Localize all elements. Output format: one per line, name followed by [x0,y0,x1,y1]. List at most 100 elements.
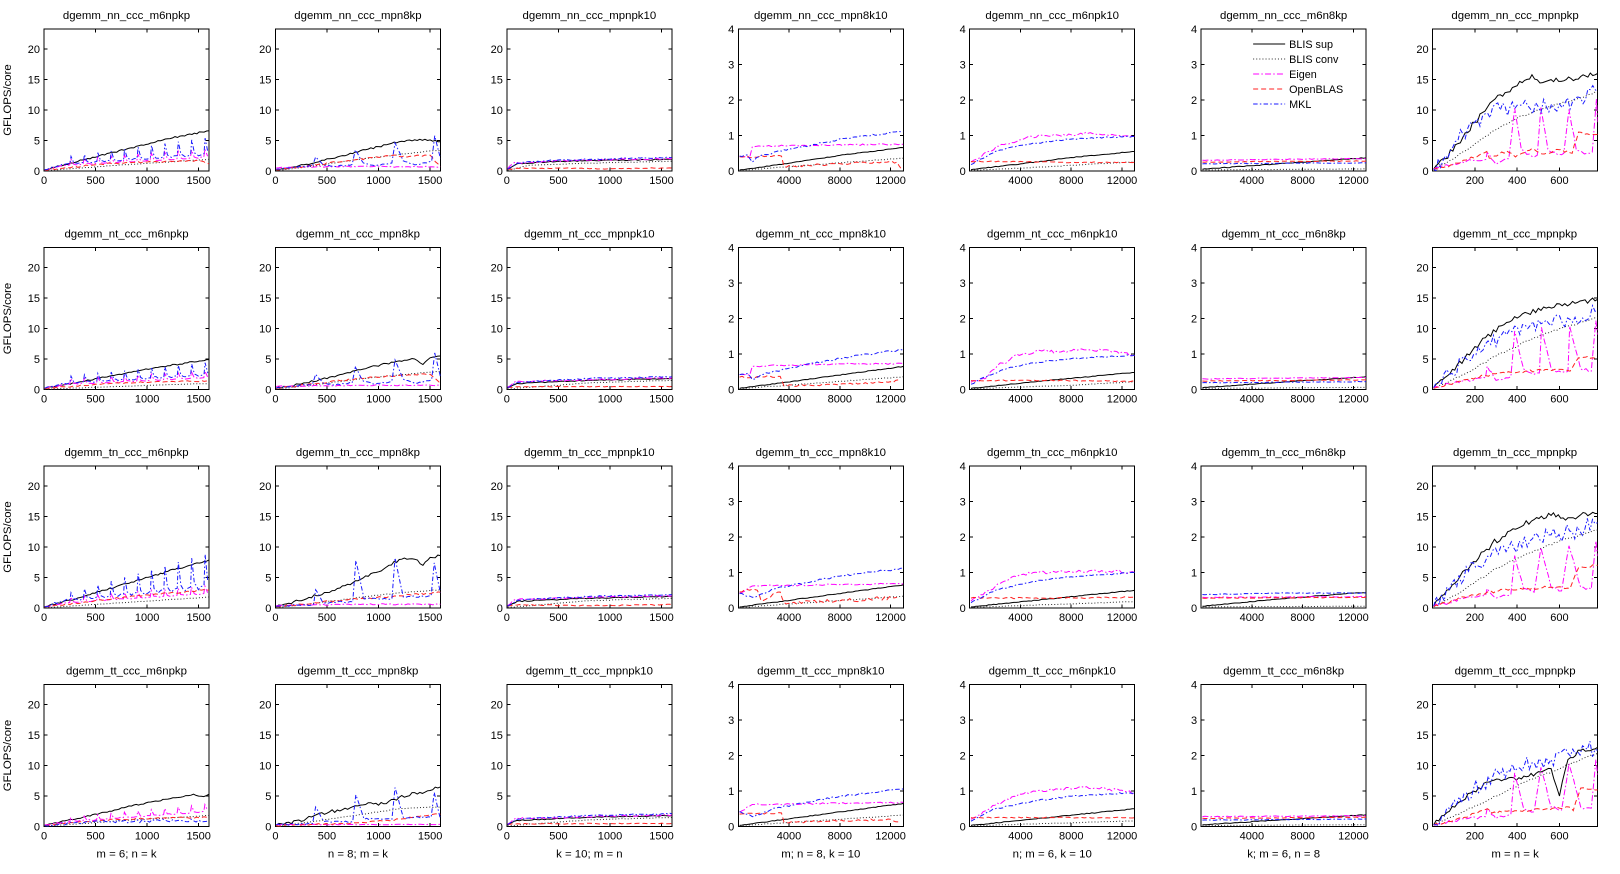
plot-area [275,786,441,827]
legend-label-conv: BLIS conv [1289,54,1339,66]
y-tick-label: 10 [491,760,503,772]
y-tick-label: 3 [960,59,966,71]
plot-area [507,593,672,608]
x-tick-label: 500 [549,394,567,406]
series-conv-line [971,820,1135,827]
y-tick-label: 3 [728,59,734,71]
subplot-dgemm_tt_ccc_m6npk10: dgemm_tt_ccc_m6npk10 4000 8000 12000 0 1 2 3 4 n;… [960,666,1138,861]
y-tick-label: 4 [1191,461,1197,473]
y-tick-label: 0 [1422,603,1428,615]
plot-area [970,348,1135,390]
subplot-title: dgemm_tt_ccc_mpnpkp [1455,666,1576,678]
plot-area [1202,592,1367,608]
subplot-title: dgemm_nn_ccc_mpn8k10 [754,10,888,22]
legend-label-sup: BLIS sup [1289,39,1333,51]
series-eigen-line [970,348,1135,383]
series-conv-line [970,601,1135,608]
series-sup-line [275,786,441,826]
y-tick-label: 2 [728,532,734,544]
series-obl-line [1202,596,1367,599]
subplot-dgemm_tn_ccc_m6npk10: dgemm_tn_ccc_m6npk10 4000 8000 12000 0 1 2 3 4 [960,447,1138,624]
x-tick-label: 8000 [1290,831,1314,843]
subplot-dgemm_nn_ccc_mpnpkp: dgemm_nn_ccc_mpnpkp 200 400 600 0 5 10 15 20 [1416,10,1599,187]
y-tick-label: 10 [491,323,503,335]
x-tick-label: 4000 [1008,612,1032,624]
subplot-dgemm_tt_ccc_m6npkp: dgemm_tt_ccc_m6npkp 0 500 1000 1500 0 5 10 15 20 G… [2,666,211,861]
y-tick-label: 1 [1191,786,1197,798]
series-mkl-line [739,349,904,381]
y-tick-label: 20 [1416,262,1428,274]
series-eigen-line [739,582,904,595]
series-mkl-line [44,554,209,608]
series-mkl-line [970,354,1135,385]
series-obl-line [507,167,672,170]
series-eigen-line [44,369,209,389]
series-mkl-line [276,352,441,389]
plot-area [507,156,672,171]
x-tick-label: 500 [86,175,104,187]
y-tick-label: 20 [259,44,271,56]
x-tick-label: 600 [1550,175,1568,187]
x-tick-label: 500 [318,612,336,624]
x-tick-label: 500 [318,394,336,406]
y-tick-label: 5 [265,791,271,803]
y-tick-label: 0 [728,603,734,615]
subplot-dgemm_nt_ccc_mpn8k10: dgemm_nt_ccc_mpn8k10 4000 8000 12000 0 1 2 3 4 [728,229,906,406]
y-tick-label: 5 [497,354,503,366]
x-axis-label: m = 6; n = k [96,849,156,861]
series-obl-line [507,603,672,607]
series-conv-line [1202,824,1367,826]
series-eigen-line [739,143,904,158]
axes-box [274,28,441,172]
plot-area [1202,376,1367,390]
plot-area [44,359,209,390]
y-tick-label: 3 [960,715,966,727]
x-tick-label: 500 [86,831,104,843]
series-sup-line [507,377,672,389]
series-conv-line [276,806,441,827]
y-tick-label: 10 [259,105,271,117]
x-tick-label: 12000 [1107,175,1138,187]
y-tick-label: 20 [491,44,503,56]
series-eigen-line [276,384,441,388]
subplot-dgemm_tt_ccc_mpnpk10: dgemm_tt_ccc_mpnpk10 0 500 1000 1500 0 5 10 15 20… [491,666,674,861]
subplot-title: dgemm_tt_ccc_m6n8kp [1223,666,1344,678]
axes-box [1432,28,1599,172]
plot-area [44,793,209,827]
series-obl-line [44,816,209,827]
y-tick-label: 1 [960,130,966,142]
legend-label-obl: OpenBLAS [1289,84,1343,96]
subplot-dgemm_tn_ccc_m6n8kp: dgemm_tn_ccc_m6n8kp 4000 8000 12000 0 1 2 3 4 [1191,447,1369,624]
y-tick-label: 2 [1191,750,1197,762]
y-tick-label: 1 [728,130,734,142]
subplot-dgemm_nt_ccc_m6npkp: dgemm_nt_ccc_m6npkp 0 500 1000 1500 0 5 10 15 20 G… [2,229,211,406]
series-sup-line [970,151,1135,171]
y-tick-label: 0 [728,821,734,833]
x-tick-label: 12000 [1107,394,1138,406]
series-sup-line [275,355,441,389]
x-tick-label: 0 [504,612,510,624]
x-tick-label: 0 [41,175,47,187]
x-tick-label: 600 [1550,612,1568,624]
series-obl-line [1433,564,1598,608]
series-sup-line [970,808,1135,826]
series-eigen-line [44,148,209,171]
series-eigen-line [739,801,904,813]
y-tick-label: 15 [1416,730,1428,742]
series-sup-line [1202,376,1367,389]
subplot-title: dgemm_nn_ccc_mpnpk10 [523,10,657,22]
series-mkl-line [970,792,1135,822]
axes-box [43,684,210,827]
x-tick-label: 4000 [777,175,801,187]
axes-box [274,684,441,827]
x-tick-label: 600 [1550,831,1568,843]
series-mkl-line [276,557,441,607]
x-tick-label: 0 [41,612,47,624]
y-tick-label: 15 [259,74,271,86]
y-tick-label: 2 [1191,532,1197,544]
series-mkl-line [739,130,904,163]
y-tick-label: 0 [1191,166,1197,178]
x-tick-label: 500 [318,175,336,187]
y-tick-label: 2 [960,313,966,325]
